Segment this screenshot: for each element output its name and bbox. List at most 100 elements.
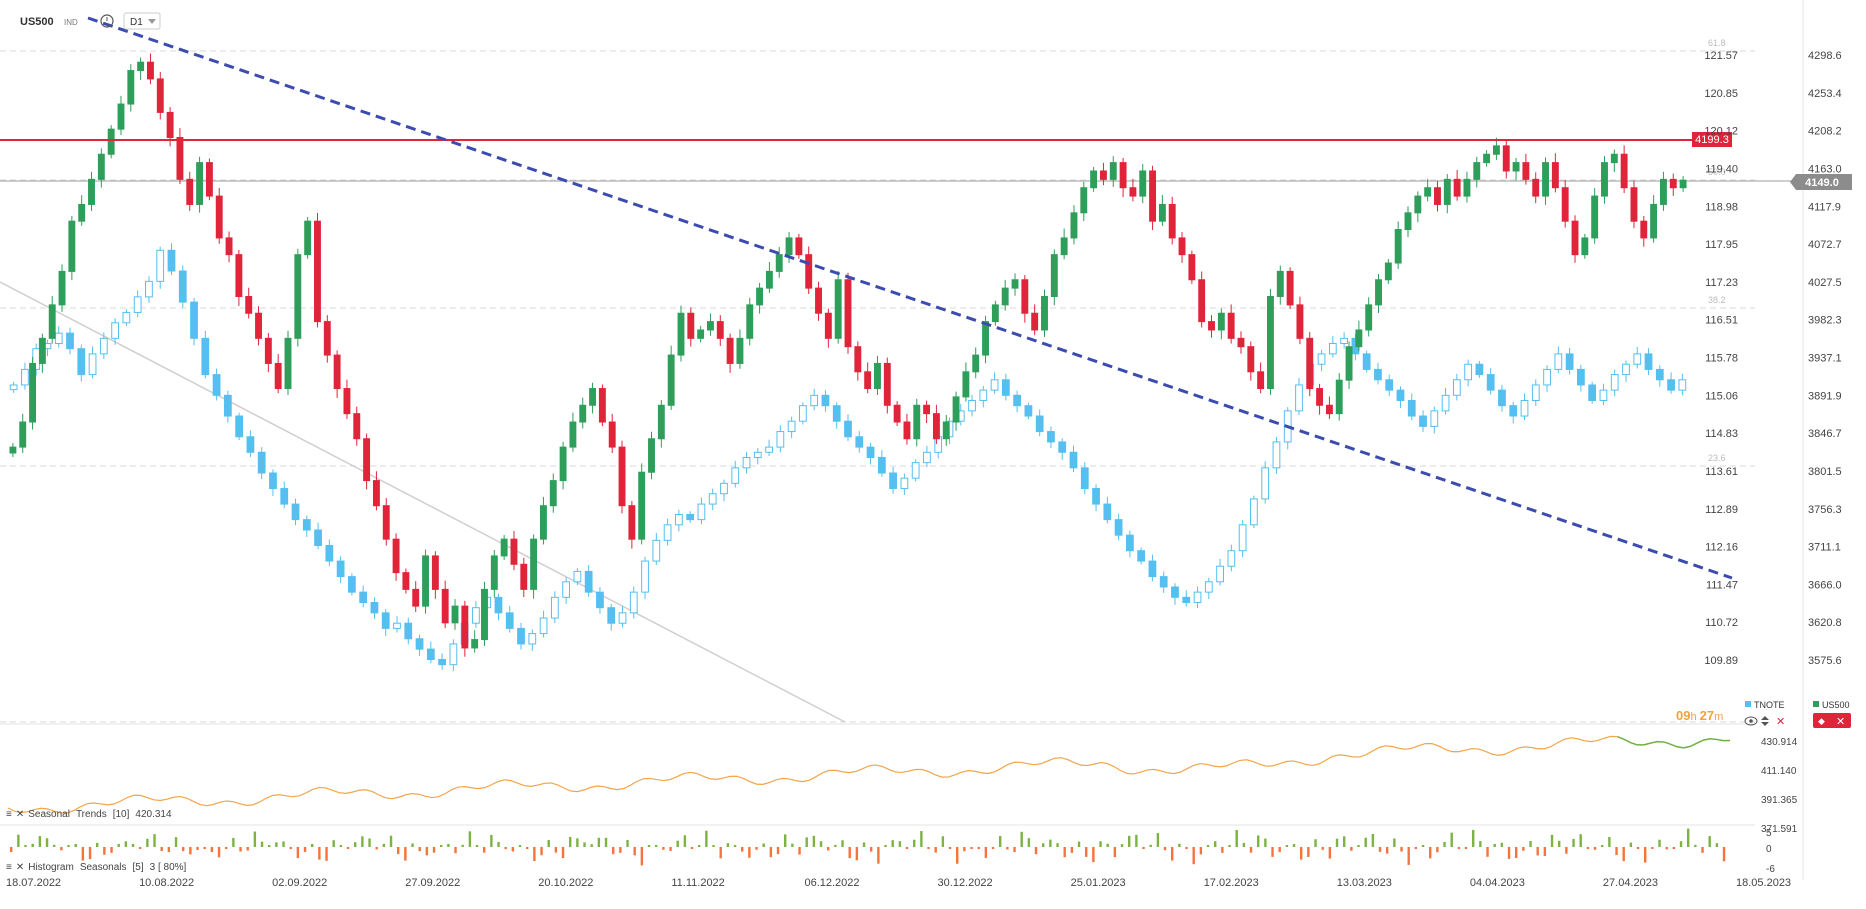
us500-candle [304,220,312,256]
move-arrows-icon[interactable] [1761,716,1769,726]
us500-candle [186,178,194,205]
histogram-bar [1192,847,1195,865]
support-trendline[interactable] [0,281,846,723]
histogram-bar [296,847,300,859]
us500-series [9,53,1687,657]
us500-move-icon[interactable]: ◆ [1818,716,1825,726]
histogram-bar [1593,847,1597,850]
histogram-bar [1006,847,1009,850]
tnote-candle [1182,596,1191,604]
us500-candle [1099,170,1107,180]
us500-candle [913,404,921,440]
histogram-bar [1099,841,1102,847]
histogram-bar [483,847,486,853]
histogram-bar [1457,847,1461,849]
date-axis-tick: 18.07.2022 [6,877,61,889]
histogram-bar [518,845,522,847]
us500-candle [1365,304,1373,331]
us500-axis-tick: 4072.7 [1808,239,1842,251]
symbol-label[interactable]: US500 [20,16,54,28]
histogram-bar [67,844,70,847]
tnote-candle [900,477,909,490]
us500-candle [38,337,46,364]
us500-close-icon[interactable]: ✕ [1836,716,1845,728]
us500-candle [628,505,636,540]
tnote-candle [472,607,480,624]
tnote-candle [336,560,345,578]
tnote-candle [787,420,796,433]
tnote-candle [844,420,852,438]
us500-candle [107,128,115,155]
tnote-candle [708,493,717,505]
us500-candle [795,237,803,256]
clock-icon[interactable] [100,14,114,28]
us500-candle [618,446,626,507]
tnote-candle [674,513,683,526]
tnote-axis-tick: 119.40 [1705,163,1738,175]
us500-controls[interactable] [1813,713,1851,728]
us500-candle [539,505,547,540]
tnote-close-icon[interactable]: ✕ [1776,716,1785,728]
tnote-axis-tick: 121.57 [1704,50,1738,62]
histogram-bar [1221,847,1224,853]
histogram-bar [81,847,85,861]
us500-axis-tick: 3711.1 [1808,542,1841,554]
us500-candle [1276,270,1284,297]
us500-candle [923,404,931,415]
tnote-candle [1554,353,1563,370]
date-axis[interactable]: 18.07.2022 10.08.2022 02.09.2022 27.09.2022… [6,877,1791,889]
us500-axis-tick: 3756.3 [1808,504,1842,516]
histogram-bar [1550,834,1554,847]
histogram-bar [346,847,350,849]
histogram-bar [425,847,429,856]
eye-icon[interactable] [1744,716,1758,726]
histogram-bar [626,839,629,847]
histogram-bar [540,847,543,856]
us500-candle [127,70,135,105]
us500-candle [343,388,351,415]
tnote-candle [201,337,210,376]
us500-price-axis[interactable]: 4298.6 4253.4 4208.2 4163.0 4117.9 4072.7 4027… [1808,50,1842,667]
histogram-bar [999,835,1002,847]
histogram-bar [1321,847,1324,850]
histogram-indicator-label[interactable]: ≡ ✕ Histogram Seasonals [5] 3 [ 80%] [6,862,187,873]
histogram-bar [1242,842,1246,847]
histogram-bar [1515,847,1518,859]
histogram-bar [282,841,285,847]
histogram-bar [612,847,615,855]
tnote-candle [1520,399,1529,417]
histogram-bar [898,841,902,847]
histogram-bar [963,847,966,852]
us500-candle [9,446,17,454]
histogram-bar [1407,847,1410,865]
tnote-candle [1419,415,1427,427]
tnote-candle [923,451,931,464]
tnote-axis-tick: 118.98 [1705,201,1738,213]
downtrend-line[interactable] [87,16,1733,580]
date-axis-tick: 11.11.2022 [671,877,724,889]
histogram-bar [1350,847,1353,851]
tnote-candle [1216,565,1224,583]
histogram-bar [855,847,859,861]
timeframe-select[interactable] [123,12,161,30]
us500-candle [1306,337,1314,390]
us500-candle [48,304,56,339]
histogram-bar [1651,847,1654,849]
tnote-candle [1610,374,1619,391]
tnote-candle [269,472,277,490]
seasonal-indicator-label[interactable]: ≡ ✕ Seasonal Trends [10] 420.314 [6,809,172,820]
tnote-candle [1171,586,1179,598]
histogram-bar [1443,841,1446,847]
us500-candle [991,304,999,323]
us500-candle [1394,229,1402,264]
tnote-candle [1588,384,1597,401]
histogram-bar [1292,844,1296,847]
histogram-bar [590,844,593,847]
histogram-bar [497,841,500,847]
tnote-candle [1069,451,1078,469]
histogram-bar [246,847,249,851]
histogram-bar [805,837,808,847]
histogram-bar [31,843,34,847]
